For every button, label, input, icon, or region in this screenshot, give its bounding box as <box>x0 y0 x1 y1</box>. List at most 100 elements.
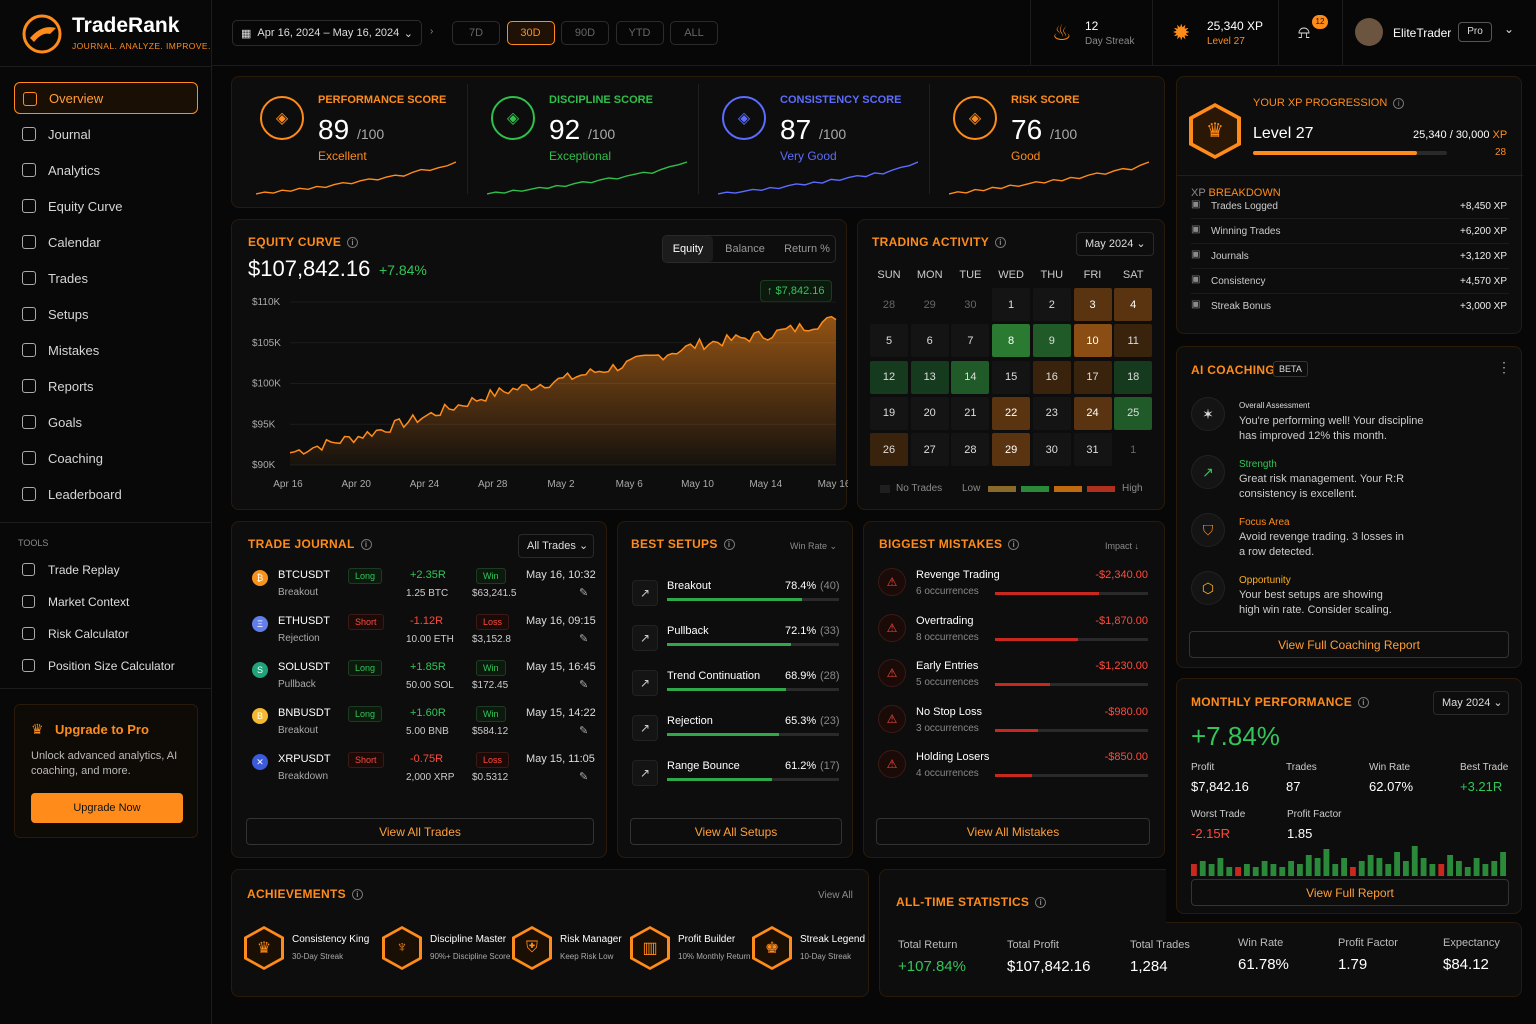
calendar-day[interactable]: 13 <box>910 360 949 394</box>
range-7d[interactable]: 7D <box>452 21 500 45</box>
sidebar-item-goals[interactable]: Goals <box>14 406 198 438</box>
range-30d[interactable]: 30D <box>506 21 555 45</box>
calendar-day[interactable]: 23 <box>1032 396 1071 430</box>
calendar-day[interactable]: 28 <box>951 433 990 467</box>
view-coaching-button[interactable]: View Full Coaching Report <box>1189 631 1509 658</box>
calendar-day[interactable]: 30 <box>951 288 990 321</box>
calendar-day[interactable]: 1 <box>992 288 1031 321</box>
calendar-day[interactable]: 8 <box>992 324 1031 358</box>
calendar-day[interactable]: 17 <box>1073 360 1112 394</box>
calendar-day[interactable]: 24 <box>1073 396 1112 430</box>
calendar-day[interactable]: 6 <box>910 324 949 358</box>
calendar-day[interactable]: 25 <box>1114 396 1153 430</box>
edit-icon[interactable]: ✎ <box>579 725 589 737</box>
equity-tab-equity[interactable]: Equity <box>663 236 713 262</box>
month-select[interactable]: May 2024 ⌄ <box>1076 232 1154 256</box>
trade-filter-select[interactable]: All Trades ⌄ <box>518 534 594 558</box>
edit-icon[interactable]: ✎ <box>579 679 589 691</box>
sidebar-item-trades[interactable]: Trades <box>14 262 198 294</box>
bell-icon[interactable]: ⍾ <box>1298 22 1310 42</box>
sidebar-item-equity-curve[interactable]: Equity Curve <box>14 190 198 222</box>
view-all-achievements-link[interactable]: View All <box>818 890 853 901</box>
info-icon[interactable]: i <box>360 539 372 551</box>
sidebar-item-overview[interactable]: Overview <box>14 82 198 114</box>
upgrade-button[interactable]: Upgrade Now <box>31 793 183 823</box>
tool-market-context[interactable]: Market Context <box>14 589 198 615</box>
chevron-down-icon[interactable]: ⌄ <box>1504 22 1515 36</box>
calendar-day[interactable]: 1 <box>1114 433 1153 467</box>
calendar-day[interactable]: 15 <box>992 360 1031 394</box>
calendar-day[interactable]: 30 <box>1032 433 1071 467</box>
view-all-trades-button[interactable]: View All Trades <box>246 818 594 845</box>
calendar-day[interactable]: 7 <box>951 324 990 358</box>
calendar-day[interactable]: 19 <box>870 396 908 430</box>
edit-icon[interactable]: ✎ <box>579 587 589 599</box>
more-icon[interactable]: ⋮ <box>1497 359 1511 375</box>
monthly-select[interactable]: May 2024 ⌄ <box>1433 691 1509 715</box>
info-icon[interactable]: i <box>347 237 359 249</box>
calendar-day[interactable]: 2 <box>1032 288 1071 321</box>
calendar-day[interactable]: 29 <box>910 288 949 321</box>
tool-trade-replay[interactable]: Trade Replay <box>14 557 198 583</box>
equity-tab-balance[interactable]: Balance <box>725 243 765 255</box>
calendar-day[interactable]: 12 <box>870 360 908 394</box>
calendar-day[interactable]: 9 <box>1032 324 1071 358</box>
sidebar-item-journal[interactable]: Journal <box>14 118 198 150</box>
calendar-day[interactable]: 18 <box>1114 360 1153 394</box>
view-full-report-button[interactable]: View Full Report <box>1191 879 1509 906</box>
table-row[interactable]: S SOLUSDT Pullback Long +1.85R 50.00 SOL Win $1… <box>246 658 596 702</box>
edit-icon[interactable]: ✎ <box>579 771 589 783</box>
setups-filter[interactable]: Win Rate ⌄ <box>790 541 838 551</box>
calendar-day[interactable]: 5 <box>870 324 908 358</box>
range-90d[interactable]: 90D <box>561 21 609 45</box>
equity-tab-return[interactable]: Return % <box>784 243 830 255</box>
table-row[interactable]: ₿ BTCUSDT Breakout Long +2.35R 1.25 BTC Win $63… <box>246 566 596 610</box>
edit-icon[interactable]: ✎ <box>579 633 589 645</box>
sidebar-item-coaching[interactable]: Coaching <box>14 442 198 474</box>
date-range-picker[interactable]: ▦ Apr 16, 2024 – May 16, 2024 ⌄ <box>232 20 422 46</box>
calendar-day[interactable]: 29 <box>992 433 1031 467</box>
range-ytd[interactable]: YTD <box>615 21 664 45</box>
sidebar-item-analytics[interactable]: Analytics <box>14 154 198 186</box>
info-icon[interactable]: i <box>1035 897 1047 909</box>
sidebar-item-setups[interactable]: Setups <box>14 298 198 330</box>
user-name[interactable]: EliteTrader <box>1393 26 1452 40</box>
range-all[interactable]: ALL <box>670 21 718 45</box>
legend-none: No Trades <box>896 483 943 494</box>
table-row[interactable]: B BNBUSDT Breakout Long +1.60R 5.00 BNB Win $58… <box>246 704 596 748</box>
calendar-day[interactable]: 14 <box>951 360 990 394</box>
calendar-day[interactable]: 10 <box>1073 324 1112 358</box>
sidebar-item-reports[interactable]: Reports <box>14 370 198 402</box>
info-icon[interactable]: i <box>1358 697 1370 709</box>
view-all-setups-button[interactable]: View All Setups <box>630 818 842 845</box>
calendar-day[interactable]: 26 <box>870 433 908 467</box>
sidebar-item-calendar[interactable]: Calendar <box>14 226 198 258</box>
table-row[interactable]: Ξ ETHUSDT Rejection Short -1.12R 10.00 ETH Los… <box>246 612 596 656</box>
avatar[interactable] <box>1355 18 1383 46</box>
sidebar-item-mistakes[interactable]: Mistakes <box>14 334 198 366</box>
table-row[interactable]: ✕ XRPUSDT Breakdown Short -0.75R 2,000 XRP Los… <box>246 750 596 794</box>
calendar-day[interactable]: 3 <box>1073 288 1112 321</box>
info-icon[interactable]: i <box>351 889 363 901</box>
calendar-day[interactable]: 27 <box>910 433 949 467</box>
info-icon[interactable]: i <box>1393 97 1405 109</box>
calendar-day[interactable]: 28 <box>870 288 908 321</box>
monthly-bar <box>1208 864 1215 876</box>
tool-risk-calculator[interactable]: Risk Calculator <box>14 621 198 647</box>
sidebar-item-leaderboard[interactable]: Leaderboard <box>14 478 198 510</box>
calendar-day[interactable]: 31 <box>1073 433 1112 467</box>
info-icon[interactable]: i <box>723 539 735 551</box>
calendar-day[interactable]: 22 <box>992 396 1031 430</box>
mistakes-filter[interactable]: Impact ↓ <box>1105 541 1140 551</box>
calendar-day[interactable]: 20 <box>910 396 949 430</box>
calendar-day[interactable]: 21 <box>951 396 990 430</box>
tool-position-size-calculator[interactable]: Position Size Calculator <box>14 653 198 679</box>
calendar-day[interactable]: 11 <box>1114 324 1153 358</box>
all-time-stat-label: Win Rate <box>1238 937 1284 949</box>
app-logo[interactable]: TradeRank JOURNAL. ANALYZE. IMPROVE. <box>22 14 210 57</box>
view-all-mistakes-button[interactable]: View All Mistakes <box>876 818 1150 845</box>
calendar-day[interactable]: 4 <box>1114 288 1153 321</box>
calendar-day[interactable]: 16 <box>1032 360 1071 394</box>
info-icon[interactable]: i <box>995 237 1007 249</box>
info-icon[interactable]: i <box>1008 539 1020 551</box>
